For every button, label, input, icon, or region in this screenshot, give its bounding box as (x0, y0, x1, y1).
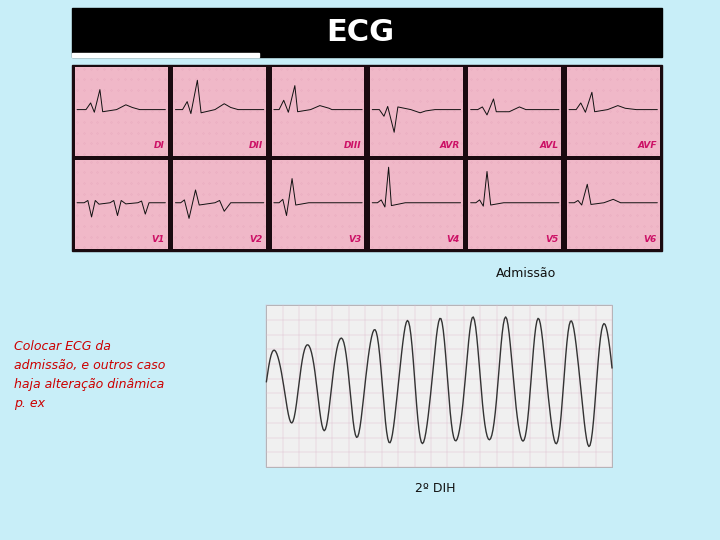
Bar (469, 67, 561, 156)
Text: V1: V1 (151, 234, 165, 244)
Bar (370, 160, 463, 249)
Bar (72, 65, 662, 251)
Text: DI: DI (154, 141, 165, 150)
Text: V2: V2 (250, 234, 263, 244)
Bar (75, 160, 168, 249)
Bar (72, 53, 259, 57)
Text: AVF: AVF (637, 141, 657, 150)
Bar (174, 67, 266, 156)
Bar (271, 67, 364, 156)
Bar (567, 67, 660, 156)
Text: 2º DIH: 2º DIH (415, 482, 456, 495)
Text: DIII: DIII (344, 141, 361, 150)
Text: Admissão: Admissão (495, 267, 556, 280)
Bar (469, 160, 561, 249)
Bar (567, 160, 660, 249)
Text: V5: V5 (545, 234, 558, 244)
Text: Colocar ECG da
admissão, e outros caso
haja alteração dinâmica
p. ex: Colocar ECG da admissão, e outros caso h… (14, 340, 166, 410)
Text: V4: V4 (446, 234, 460, 244)
Text: ECG: ECG (326, 18, 394, 47)
Text: V3: V3 (348, 234, 361, 244)
Text: DII: DII (249, 141, 263, 150)
Bar (75, 67, 168, 156)
Text: AVR: AVR (440, 141, 460, 150)
Bar (271, 160, 364, 249)
Text: V6: V6 (644, 234, 657, 244)
Text: AVL: AVL (539, 141, 558, 150)
Bar (266, 305, 612, 467)
Bar (370, 67, 463, 156)
Bar (72, 8, 662, 57)
Bar (174, 160, 266, 249)
